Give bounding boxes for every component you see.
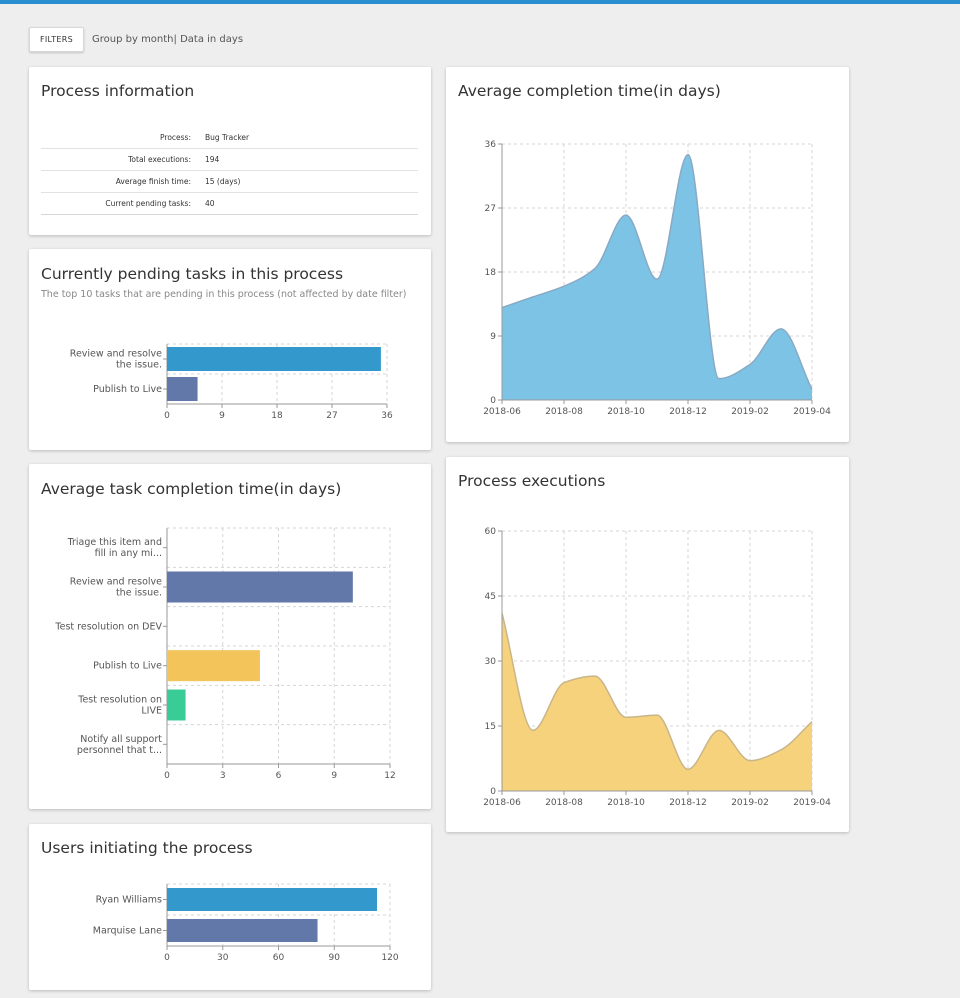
category-label: fill in any mi... — [95, 548, 162, 559]
category-label: Marquise Lane — [93, 926, 162, 937]
x-tick-label: 2019-04 — [793, 798, 831, 808]
x-tick-label: 90 — [329, 953, 341, 963]
x-tick-label: 2018-12 — [669, 407, 707, 417]
y-tick-label: 0 — [490, 787, 496, 797]
process-information-table: Process: Bug Tracker Total executions: 1… — [41, 127, 418, 215]
x-tick-label: 2019-04 — [793, 407, 831, 417]
x-tick-label: 2018-08 — [545, 407, 583, 417]
category-label: Triage this item and — [67, 537, 162, 548]
x-tick-label: 60 — [273, 953, 285, 963]
info-row-process: Process: Bug Tracker — [41, 127, 418, 149]
category-label: Notify all support — [80, 734, 162, 745]
y-tick-label: 15 — [485, 722, 496, 732]
info-value: Bug Tracker — [205, 127, 418, 149]
average-completion-title: Average completion time(in days) — [458, 82, 721, 100]
category-label: the issue. — [116, 360, 162, 371]
x-tick-label: 9 — [219, 411, 225, 421]
category-label: Publish to Live — [93, 384, 162, 395]
top-accent-bar — [0, 0, 960, 4]
pending-tasks-card: Currently pending tasks in this process … — [29, 249, 431, 450]
category-label: the issue. — [116, 588, 162, 599]
bar — [167, 571, 353, 603]
x-tick-label: 2018-10 — [607, 407, 645, 417]
series-line — [501, 613, 813, 771]
x-tick-label: 2018-06 — [483, 798, 521, 808]
average-completion-area-chart: 0 9 18 27 36 2018-06 2018-08 2018-10 2018-12 2019… — [483, 140, 831, 417]
series-area — [502, 154, 812, 400]
category-label: Test resolution on — [77, 695, 162, 706]
x-tick-label: 0 — [164, 953, 170, 963]
grouping-description: Group by month| Data in days — [92, 33, 244, 45]
process-information-title: Process information — [41, 82, 195, 100]
info-row-total-executions: Total executions: 194 — [41, 148, 418, 171]
bar — [167, 650, 260, 682]
x-tick-label: 120 — [381, 953, 398, 963]
x-tick-label: 2019-02 — [731, 407, 769, 417]
info-value: 15 (days) — [205, 170, 418, 193]
series-area — [502, 613, 812, 791]
category-label: LIVE — [141, 706, 162, 717]
process-executions-title: Process executions — [458, 472, 606, 490]
y-tick-label: 18 — [485, 268, 497, 278]
y-tick-label: 60 — [485, 527, 497, 537]
category-label: Ryan Williams — [96, 895, 162, 906]
bar — [167, 377, 198, 401]
bar — [167, 689, 186, 721]
y-tick-label: 0 — [490, 396, 496, 406]
bar — [167, 888, 377, 911]
users-initiating-title: Users initiating the process — [41, 839, 253, 857]
info-value: 40 — [205, 192, 418, 215]
users-initiating-card: Users initiating the process Ryan Willia… — [29, 824, 431, 990]
x-tick-label: 27 — [326, 411, 337, 421]
process-information-card: Process information Process: Bug Tracker… — [29, 67, 431, 235]
x-tick-label: 12 — [384, 771, 395, 781]
y-tick-label: 30 — [485, 657, 497, 667]
x-tick-label: 30 — [217, 953, 229, 963]
y-tick-label: 45 — [485, 592, 496, 602]
x-tick-label: 2018-12 — [669, 798, 707, 808]
category-label: Review and resolve — [70, 349, 162, 360]
average-completion-card: Average completion time(in days) 0 9 18 27 3… — [446, 67, 849, 442]
users-initiating-bar-chart: Ryan Williams Marquise Lane 0 30 60 90 120 — [93, 883, 399, 963]
info-value: 194 — [205, 148, 418, 171]
info-row-average-finish-time: Average finish time: 15 (days) — [41, 170, 418, 193]
info-row-current-pending-tasks: Current pending tasks: 40 — [41, 192, 418, 215]
bar — [167, 919, 318, 942]
filters-button[interactable]: FILTERS — [29, 26, 84, 52]
filter-toolbar: FILTERS Group by month| Data in days — [29, 26, 243, 52]
series-line — [501, 153, 813, 390]
category-label: Review and resolve — [70, 577, 162, 588]
category-label: Test resolution on DEV — [54, 621, 162, 632]
x-tick-label: 9 — [331, 771, 337, 781]
x-tick-label: 0 — [164, 771, 170, 781]
category-label: Publish to Live — [93, 661, 162, 672]
info-label: Process: — [41, 127, 205, 149]
x-tick-label: 36 — [381, 411, 393, 421]
x-tick-label: 18 — [271, 411, 283, 421]
info-label: Current pending tasks: — [41, 192, 205, 215]
bar — [167, 347, 381, 371]
pending-tasks-title: Currently pending tasks in this process — [41, 265, 344, 283]
pending-tasks-subtitle: The top 10 tasks that are pending in thi… — [41, 289, 407, 300]
x-tick-label: 2018-10 — [607, 798, 645, 808]
x-tick-label: 0 — [164, 411, 170, 421]
x-tick-label: 6 — [276, 771, 282, 781]
x-tick-label: 2019-02 — [731, 798, 769, 808]
x-tick-label: 2018-06 — [483, 407, 521, 417]
category-label: personnel that t... — [77, 745, 162, 756]
info-label: Average finish time: — [41, 170, 205, 193]
task-completion-title: Average task completion time(in days) — [41, 480, 342, 498]
y-tick-label: 36 — [485, 140, 497, 150]
process-executions-card: Process executions 0 15 30 45 60 2018-06 2018-… — [446, 457, 849, 832]
y-tick-label: 9 — [490, 332, 496, 342]
x-tick-label: 2018-08 — [545, 798, 583, 808]
process-executions-area-chart: 0 15 30 45 60 2018-06 2018-08 2018-10 2018-12 201… — [483, 527, 831, 808]
task-completion-card: Average task completion time(in days) Tr… — [29, 464, 431, 809]
info-label: Total executions: — [41, 148, 205, 171]
y-tick-label: 27 — [485, 204, 496, 214]
x-tick-label: 3 — [220, 771, 226, 781]
